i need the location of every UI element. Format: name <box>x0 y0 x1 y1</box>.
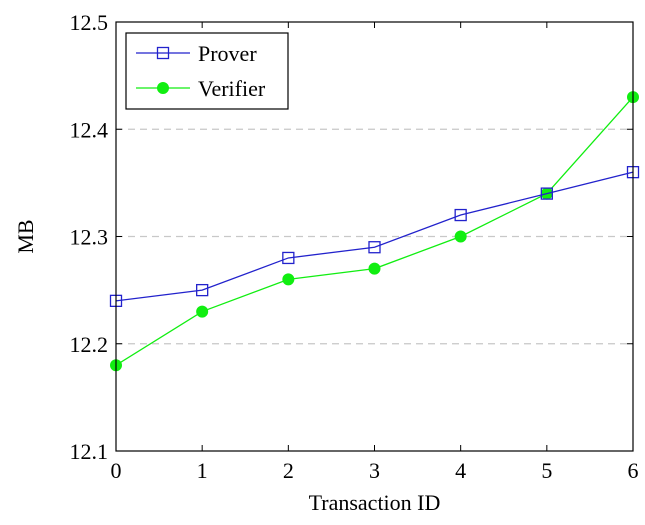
series-line-verifier <box>115 96 634 366</box>
legend-label-verifier: Verifier <box>198 76 266 101</box>
y-tick-label-3: 12.4 <box>70 117 109 142</box>
legend: Prover Verifier <box>125 32 289 110</box>
legend-marker-verifier <box>157 82 169 94</box>
data-point-verifier-3 <box>368 262 381 275</box>
y-axis-title: MB <box>13 219 38 253</box>
axis-ticks: 0 1 2 3 4 5 6 12.1 12.2 12.3 12.4 12.5 <box>70 10 639 483</box>
x-tick-label-4: 4 <box>455 458 466 483</box>
legend-marker-prover <box>156 46 170 60</box>
series-verifier <box>110 91 639 372</box>
series-line-prover <box>115 171 634 302</box>
x-tick-label-6: 6 <box>628 458 639 483</box>
y-tick-label-0: 12.1 <box>70 439 109 464</box>
data-point-prover-1 <box>196 283 209 297</box>
data-point-prover-3 <box>368 241 381 254</box>
grid-lines <box>116 128 633 345</box>
x-tick-label-5: 5 <box>541 458 552 483</box>
x-tick-label-0: 0 <box>111 458 122 483</box>
series-layer <box>109 91 640 372</box>
x-tick-label-3: 3 <box>369 458 380 483</box>
y-tick-label-1: 12.2 <box>70 332 109 357</box>
x-tick-label-1: 1 <box>197 458 208 483</box>
data-point-prover-2 <box>282 251 295 265</box>
y-tick-label-4: 12.5 <box>70 10 109 35</box>
data-point-prover-4 <box>454 208 467 222</box>
data-point-prover-5 <box>540 187 553 200</box>
y-tick-label-2: 12.3 <box>70 225 109 250</box>
x-tick-label-2: 2 <box>283 458 294 483</box>
data-point-verifier-4 <box>454 230 467 243</box>
x-axis-title: Transaction ID <box>309 490 441 515</box>
legend-box <box>125 32 289 110</box>
data-point-verifier-1 <box>196 305 209 318</box>
legend-label-prover: Prover <box>198 41 257 66</box>
data-point-verifier-2 <box>282 273 295 286</box>
